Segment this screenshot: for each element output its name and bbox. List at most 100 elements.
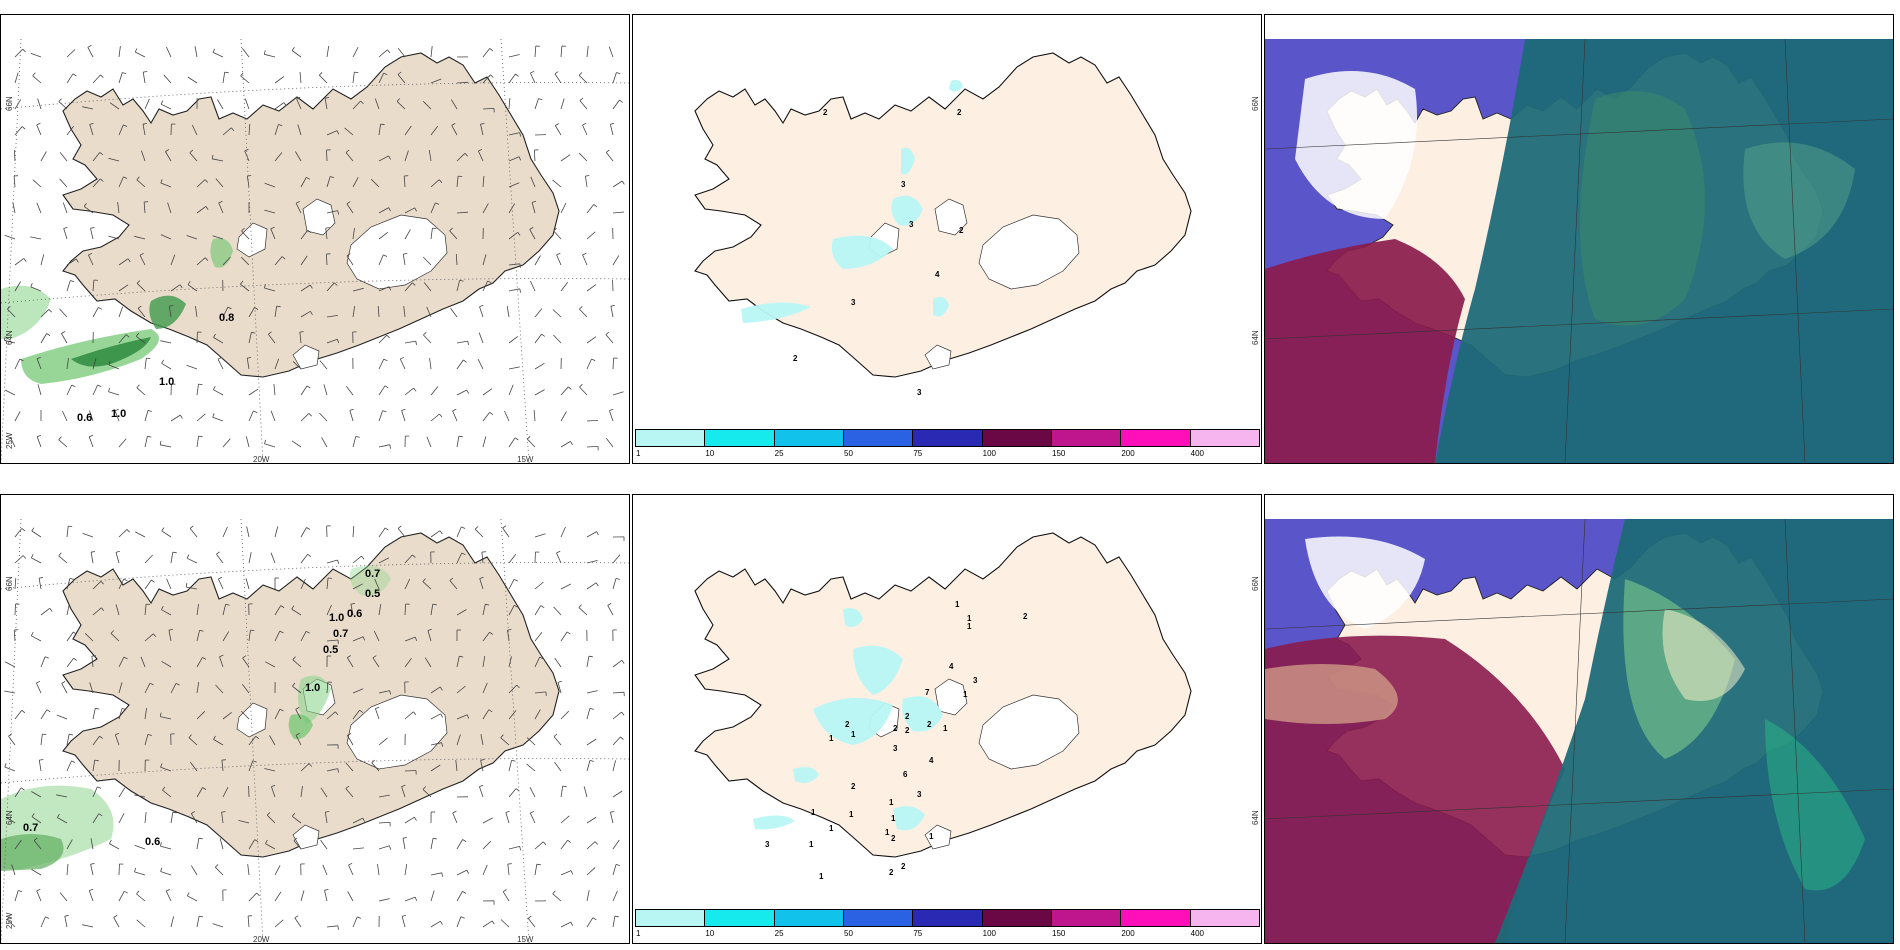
wind-barb (482, 412, 491, 422)
wind-barb (456, 436, 460, 448)
wind-barb (612, 391, 624, 396)
colorbar-swatch (1189, 429, 1260, 447)
wind-barb (377, 864, 380, 876)
wind-barb (31, 791, 42, 798)
wind-barb (586, 46, 589, 58)
wind-barb-flag (168, 629, 173, 631)
wind-barb (352, 228, 355, 240)
wind-barb-flag (463, 359, 467, 363)
wind-barb-flag (440, 713, 443, 718)
wind-barb (89, 682, 94, 694)
wind-barb (66, 49, 76, 58)
wind-barb-flag (422, 786, 427, 790)
wind-barb (560, 815, 570, 824)
precip-area (933, 297, 949, 317)
wind-barb (64, 916, 68, 928)
value-label: 3 (909, 220, 914, 229)
wind-barb (430, 202, 436, 214)
wind-barb-flag (147, 410, 152, 412)
wind-barb (326, 559, 338, 564)
wind-barb (300, 554, 309, 564)
wind-barb (560, 870, 572, 876)
map-svg (1265, 519, 1893, 943)
wind-barb (456, 839, 463, 850)
wind-barb (352, 100, 361, 110)
wind-barb-flag (461, 552, 466, 556)
wind-barb (186, 557, 198, 564)
wind-barb (88, 436, 94, 448)
wind-barb-flag (58, 436, 62, 440)
wind-barb-flag (179, 414, 183, 419)
map-area (1265, 519, 1893, 943)
wind-barb (482, 175, 485, 188)
wind-barb (456, 211, 469, 214)
wind-barb (586, 867, 596, 876)
colorbar-tick: 1 (636, 929, 641, 938)
wind-barb (5, 816, 16, 824)
wind-barb (482, 108, 495, 110)
value-label: 0.6 (347, 608, 362, 620)
wind-barb (240, 75, 250, 84)
wind-barb (118, 813, 125, 824)
wind-barb-flag (591, 358, 596, 361)
wind-barb (219, 656, 224, 668)
colorbar-swatch (704, 429, 775, 447)
wind-barb-flag (514, 604, 518, 608)
wind-barb (586, 582, 597, 590)
wind-barb (57, 817, 68, 824)
wind-barb-flag (151, 579, 155, 583)
wind-barb-flag (36, 680, 41, 684)
wind-barb (456, 609, 467, 616)
wind-barb (196, 604, 199, 616)
wind-barb (430, 713, 441, 720)
wind-barb-flag (345, 785, 350, 789)
wind-barb (508, 710, 517, 720)
colorbar-tick: 75 (913, 929, 923, 938)
colorbar-tick: 25 (774, 929, 784, 938)
wind-barb (212, 52, 224, 58)
wind-barb-flag (98, 307, 102, 310)
wind-barb (266, 814, 276, 824)
wind-barb-flag (137, 305, 142, 309)
wind-barb (66, 734, 70, 746)
wind-barb (66, 604, 70, 616)
wind-barb-flag (123, 656, 128, 660)
wind-barb-flag (319, 72, 323, 76)
wind-barb (612, 890, 618, 902)
wind-barb (346, 255, 354, 266)
wind-barb (196, 682, 200, 694)
wind-barb (378, 794, 390, 798)
wind-barb (160, 234, 172, 240)
wind-barb-flag (380, 123, 385, 126)
wind-barb (248, 410, 254, 422)
wind-barb (89, 124, 94, 136)
panel-header (633, 15, 1261, 39)
wind-barb-flag (147, 435, 152, 438)
value-label: 0.5 (365, 588, 380, 600)
wind-barb-flag (432, 227, 437, 229)
wind-barb (190, 865, 198, 876)
wind-barb (92, 307, 99, 318)
wind-barb (508, 366, 520, 370)
wind-barb-flag (479, 576, 484, 579)
wind-barb (426, 306, 432, 318)
wind-barb (215, 178, 224, 188)
wind-barb (403, 306, 406, 318)
wind-barb (248, 839, 256, 850)
wind-barb-flag (306, 176, 310, 180)
wind-barb (404, 387, 414, 396)
wind-barb (274, 102, 285, 110)
wind-barb-flag (58, 98, 62, 102)
wind-barb (295, 203, 302, 214)
wind-barb (612, 255, 620, 266)
wind-barb (92, 735, 100, 746)
wind-barb-flag (166, 889, 170, 892)
wind-barb (319, 360, 328, 370)
wind-barb-flag (582, 122, 587, 126)
wind-barb (534, 864, 538, 876)
wind-barb (456, 176, 459, 188)
wind-barb (221, 760, 224, 772)
wind-barb (422, 581, 432, 590)
wind-barb (59, 892, 68, 902)
wind-barb (109, 102, 120, 110)
